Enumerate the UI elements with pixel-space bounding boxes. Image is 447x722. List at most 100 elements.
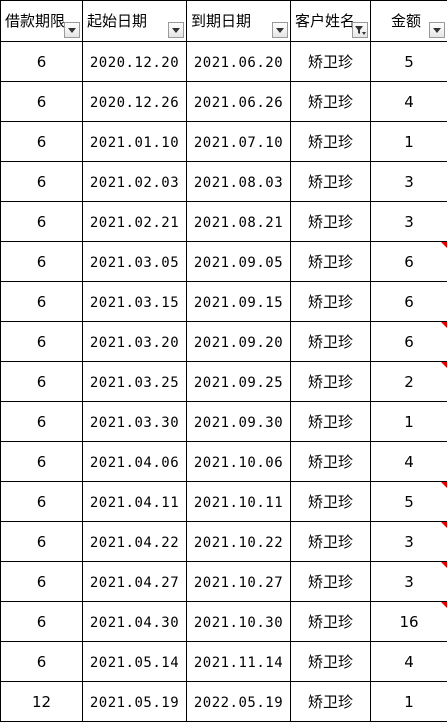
- filter-dropdown-icon[interactable]: [272, 22, 288, 38]
- cell-end-date[interactable]: 2021.09.15: [187, 282, 291, 322]
- cell-customer-name[interactable]: 矫卫珍: [291, 42, 371, 82]
- cell-start-date[interactable]: 2021.04.11: [83, 482, 187, 522]
- cell-customer-name[interactable]: 矫卫珍: [291, 322, 371, 362]
- cell-start-date[interactable]: 2021.05.19: [83, 682, 187, 722]
- cell-end-date[interactable]: 2021.11.14: [187, 642, 291, 682]
- cell-customer-name[interactable]: 矫卫珍: [291, 602, 371, 642]
- filter-dropdown-icon[interactable]: [429, 22, 445, 38]
- cell-start-date[interactable]: 2020.12.26: [83, 82, 187, 122]
- cell-term[interactable]: 6: [1, 602, 83, 642]
- cell-amount[interactable]: 3: [371, 202, 447, 242]
- cell-term[interactable]: 6: [1, 402, 83, 442]
- cell-start-date[interactable]: 2021.04.22: [83, 522, 187, 562]
- cell-amount[interactable]: 4: [371, 642, 447, 682]
- cell-amount[interactable]: 6: [371, 322, 447, 362]
- filter-dropdown-icon[interactable]: [64, 22, 80, 38]
- cell-term[interactable]: 6: [1, 202, 83, 242]
- cell-end-date[interactable]: 2021.09.25: [187, 362, 291, 402]
- cell-customer-name[interactable]: 矫卫珍: [291, 362, 371, 402]
- cell-term[interactable]: 6: [1, 522, 83, 562]
- cell-customer-name[interactable]: 矫卫珍: [291, 562, 371, 602]
- cell-end-date[interactable]: 2022.05.19: [187, 682, 291, 722]
- cell-amount[interactable]: 2: [371, 362, 447, 402]
- cell-customer-name[interactable]: 矫卫珍: [291, 162, 371, 202]
- cell-amount[interactable]: 4: [371, 442, 447, 482]
- cell-start-date[interactable]: 2021.03.30: [83, 402, 187, 442]
- cell-end-date[interactable]: 2021.10.06: [187, 442, 291, 482]
- cell-amount[interactable]: 6: [371, 282, 447, 322]
- comment-indicator-icon[interactable]: [441, 322, 447, 328]
- cell-start-date[interactable]: 2021.02.03: [83, 162, 187, 202]
- cell-start-date[interactable]: 2021.05.14: [83, 642, 187, 682]
- header-term[interactable]: 借款期限: [1, 1, 83, 42]
- cell-end-date[interactable]: 2021.09.30: [187, 402, 291, 442]
- cell-start-date[interactable]: 2021.03.25: [83, 362, 187, 402]
- cell-start-date[interactable]: 2021.04.30: [83, 602, 187, 642]
- cell-term[interactable]: 6: [1, 122, 83, 162]
- cell-customer-name[interactable]: 矫卫珍: [291, 282, 371, 322]
- cell-customer-name[interactable]: 矫卫珍: [291, 442, 371, 482]
- cell-end-date[interactable]: 2021.07.10: [187, 122, 291, 162]
- cell-end-date[interactable]: 2021.06.20: [187, 42, 291, 82]
- cell-amount[interactable]: 3: [371, 562, 447, 602]
- comment-indicator-icon[interactable]: [441, 482, 447, 488]
- cell-term[interactable]: 6: [1, 162, 83, 202]
- cell-customer-name[interactable]: 矫卫珍: [291, 522, 371, 562]
- cell-amount[interactable]: 1: [371, 402, 447, 442]
- cell-start-date[interactable]: 2021.03.20: [83, 322, 187, 362]
- cell-start-date[interactable]: 2021.03.15: [83, 282, 187, 322]
- cell-customer-name[interactable]: 矫卫珍: [291, 122, 371, 162]
- cell-term[interactable]: 6: [1, 42, 83, 82]
- cell-amount[interactable]: 1: [371, 682, 447, 722]
- cell-term[interactable]: 6: [1, 562, 83, 602]
- cell-amount[interactable]: 3: [371, 522, 447, 562]
- comment-indicator-icon[interactable]: [441, 602, 447, 608]
- cell-customer-name[interactable]: 矫卫珍: [291, 82, 371, 122]
- cell-end-date[interactable]: 2021.09.05: [187, 242, 291, 282]
- cell-customer-name[interactable]: 矫卫珍: [291, 242, 371, 282]
- cell-term[interactable]: 6: [1, 322, 83, 362]
- cell-start-date[interactable]: 2021.04.06: [83, 442, 187, 482]
- comment-indicator-icon[interactable]: [441, 242, 447, 248]
- cell-customer-name[interactable]: 矫卫珍: [291, 682, 371, 722]
- cell-start-date[interactable]: 2021.04.27: [83, 562, 187, 602]
- cell-customer-name[interactable]: 矫卫珍: [291, 642, 371, 682]
- cell-term[interactable]: 6: [1, 362, 83, 402]
- cell-amount[interactable]: 16: [371, 602, 447, 642]
- cell-amount[interactable]: 1: [371, 122, 447, 162]
- cell-term[interactable]: 6: [1, 282, 83, 322]
- cell-start-date[interactable]: 2021.02.21: [83, 202, 187, 242]
- header-start-date[interactable]: 起始日期: [83, 1, 187, 42]
- comment-indicator-icon[interactable]: [441, 362, 447, 368]
- cell-end-date[interactable]: 2021.10.22: [187, 522, 291, 562]
- cell-customer-name[interactable]: 矫卫珍: [291, 202, 371, 242]
- cell-term[interactable]: 6: [1, 642, 83, 682]
- header-amount[interactable]: 金额: [371, 1, 447, 42]
- cell-end-date[interactable]: 2021.08.21: [187, 202, 291, 242]
- cell-start-date[interactable]: 2021.03.05: [83, 242, 187, 282]
- cell-end-date[interactable]: 2021.10.27: [187, 562, 291, 602]
- cell-term[interactable]: 6: [1, 82, 83, 122]
- cell-amount[interactable]: 5: [371, 482, 447, 522]
- cell-amount[interactable]: 6: [371, 242, 447, 282]
- cell-end-date[interactable]: 2021.10.11: [187, 482, 291, 522]
- header-customer-name[interactable]: 客户姓名: [291, 1, 371, 42]
- cell-amount[interactable]: 5: [371, 42, 447, 82]
- cell-amount[interactable]: 4: [371, 82, 447, 122]
- cell-customer-name[interactable]: 矫卫珍: [291, 402, 371, 442]
- cell-start-date[interactable]: 2021.01.10: [83, 122, 187, 162]
- filter-dropdown-icon[interactable]: [168, 22, 184, 38]
- cell-term[interactable]: 6: [1, 242, 83, 282]
- cell-end-date[interactable]: 2021.06.26: [187, 82, 291, 122]
- cell-term[interactable]: 6: [1, 442, 83, 482]
- comment-indicator-icon[interactable]: [441, 562, 447, 568]
- comment-indicator-icon[interactable]: [441, 522, 447, 528]
- cell-amount[interactable]: 3: [371, 162, 447, 202]
- cell-end-date[interactable]: 2021.09.20: [187, 322, 291, 362]
- cell-end-date[interactable]: 2021.08.03: [187, 162, 291, 202]
- cell-term[interactable]: 6: [1, 482, 83, 522]
- cell-start-date[interactable]: 2020.12.20: [83, 42, 187, 82]
- cell-customer-name[interactable]: 矫卫珍: [291, 482, 371, 522]
- filter-funnel-icon[interactable]: [352, 22, 368, 38]
- header-end-date[interactable]: 到期日期: [187, 1, 291, 42]
